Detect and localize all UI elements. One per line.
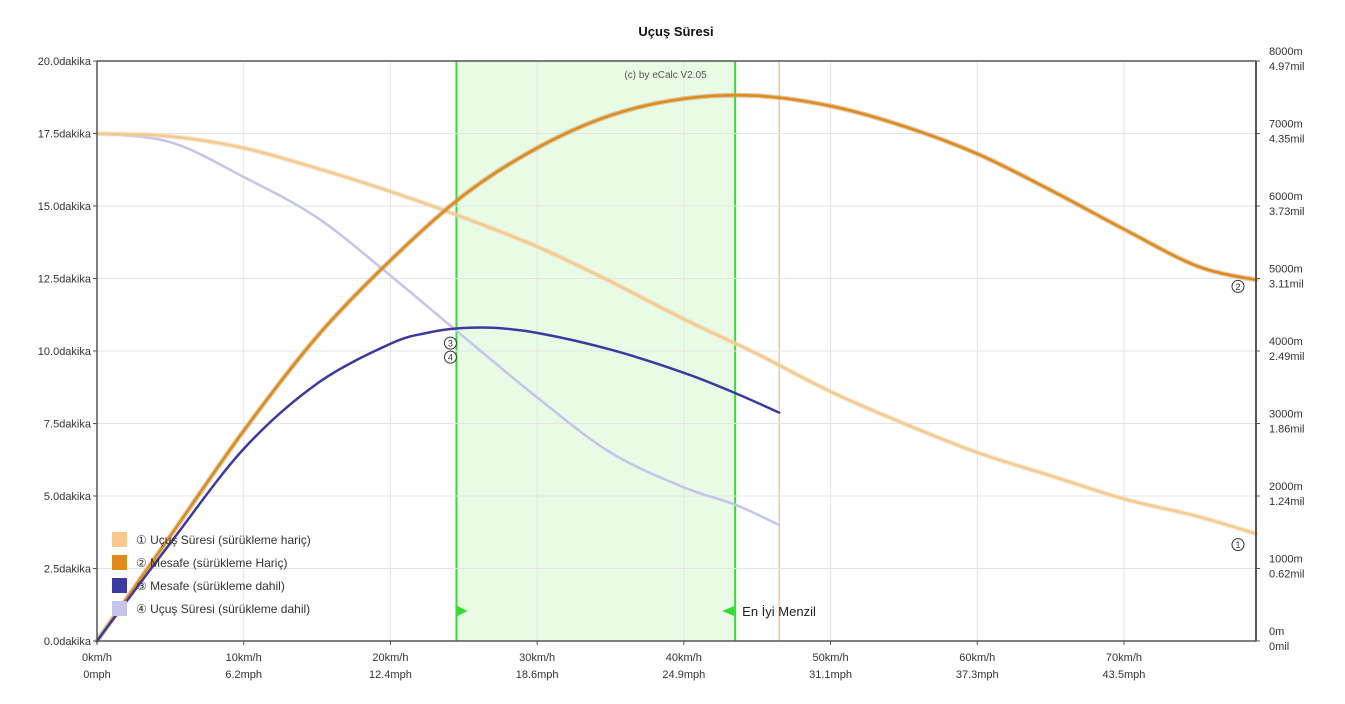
y-right-tick-label-mil: 0.62mil: [1269, 569, 1304, 581]
x-tick-label-mph: 0mph: [83, 669, 111, 681]
legend: ① Uçuş Süresi (sürükleme hariç) ② Mesafe …: [112, 532, 311, 616]
y-right-tick-label-m: 3000m: [1269, 409, 1303, 421]
x-tick-label-mph: 18.6mph: [516, 669, 559, 681]
chart-title: Uçuş Süresi: [638, 24, 713, 39]
y-right-tick-label-m: 7000m: [1269, 119, 1303, 131]
y-left-tick-label: 12.5dakika: [38, 274, 92, 286]
legend-label: ③ Mesafe (sürükleme dahil): [136, 579, 285, 593]
x-tick-label-mph: 31.1mph: [809, 669, 852, 681]
series-markers: 1 2 3 4: [443, 279, 1245, 552]
x-tick-label-kmh: 30km/h: [519, 652, 555, 664]
y-right-tick-label-m: 2000m: [1269, 481, 1303, 493]
x-tick-label-kmh: 50km/h: [813, 652, 849, 664]
y-left-tick-label: 0.0dakika: [44, 636, 92, 648]
y-right-tick-label-m: 1000m: [1269, 554, 1303, 566]
best-range-start-flag: [457, 606, 468, 616]
y-right-tick-label-mil: 3.73mil: [1269, 206, 1304, 218]
series-marker-circle: [1231, 279, 1245, 293]
legend-label: ④ Uçuş Süresi (sürükleme dahil): [136, 602, 310, 616]
y-left-tick-label: 15.0dakika: [38, 201, 92, 213]
series-line-2: [95, 94, 1258, 643]
y-left-tick-label: 2.5dakika: [44, 564, 92, 576]
x-tick-label-mph: 37.3mph: [956, 669, 999, 681]
best-range-label: En İyi Menzil: [742, 604, 816, 619]
y-right-tick-label-mil: 1.24mil: [1269, 496, 1304, 508]
legend-swatch: [112, 532, 127, 547]
y-right-tick-label-m: 4000m: [1269, 336, 1303, 348]
y-right-tick-label-mil: 0mil: [1269, 641, 1289, 653]
series-marker-number: 1: [1235, 540, 1240, 550]
x-tick-label-kmh: 10km/h: [226, 652, 262, 664]
x-tick-label-mph: 6.2mph: [225, 669, 262, 681]
y-right-tick-label-m: 5000m: [1269, 264, 1303, 276]
x-tick-label-kmh: 70km/h: [1106, 652, 1142, 664]
x-tick-label-kmh: 60km/h: [959, 652, 995, 664]
watermark-text: (c) by eCalc V2.05: [624, 70, 707, 81]
y-left-tick-label: 17.5dakika: [38, 129, 92, 141]
legend-swatch: [112, 555, 127, 570]
axes: 0.0dakika 2.5dakika 5.0dakika 7.5dakika 10.0…: [38, 46, 1305, 681]
y-right-tick-label-m: 8000m: [1269, 46, 1303, 58]
y-left-tick-label: 20.0dakika: [38, 56, 92, 68]
series-line-1: [95, 132, 1258, 535]
legend-swatch: [112, 578, 127, 593]
x-tick-label-mph: 43.5mph: [1103, 669, 1146, 681]
y-right-tick-label-m: 0m: [1269, 626, 1284, 638]
series-marker-number: 2: [1235, 282, 1240, 292]
legend-swatch: [112, 601, 127, 616]
y-right-tick-label-mil: 2.49mil: [1269, 351, 1304, 363]
y-right-tick-label-mil: 1.86mil: [1269, 424, 1304, 436]
y-right-tick-label-m: 6000m: [1269, 191, 1303, 203]
x-tick-label-kmh: 20km/h: [372, 652, 408, 664]
legend-label: ① Uçuş Süresi (sürükleme hariç): [136, 533, 311, 547]
y-right-tick-label-mil: 3.11mil: [1269, 279, 1304, 291]
series-line-4: [95, 132, 781, 527]
x-tick-label-kmh: 40km/h: [666, 652, 702, 664]
x-tick-label-mph: 12.4mph: [369, 669, 412, 681]
x-tick-label-mph: 24.9mph: [662, 669, 705, 681]
y-left-tick-label: 7.5dakika: [44, 419, 92, 431]
best-range-end-flag: [722, 606, 735, 616]
series-line-3: [95, 326, 781, 643]
y-left-tick-label: 10.0dakika: [38, 346, 92, 358]
y-right-tick-label-mil: 4.35mil: [1269, 134, 1304, 146]
series-marker-circle: [443, 350, 457, 364]
series-marker-circle: [443, 336, 457, 350]
x-tick-label-kmh: 0km/h: [82, 652, 112, 664]
legend-label: ② Mesafe (sürükleme Hariç): [136, 556, 287, 570]
y-left-tick-label: 5.0dakika: [44, 491, 92, 503]
series-marker-number: 3: [448, 339, 453, 349]
y-right-tick-label-mil: 4.97mil: [1269, 61, 1304, 73]
series-marker-circle: [1231, 538, 1245, 552]
series-marker-number: 4: [448, 353, 453, 363]
series-lines: [94, 92, 1259, 644]
